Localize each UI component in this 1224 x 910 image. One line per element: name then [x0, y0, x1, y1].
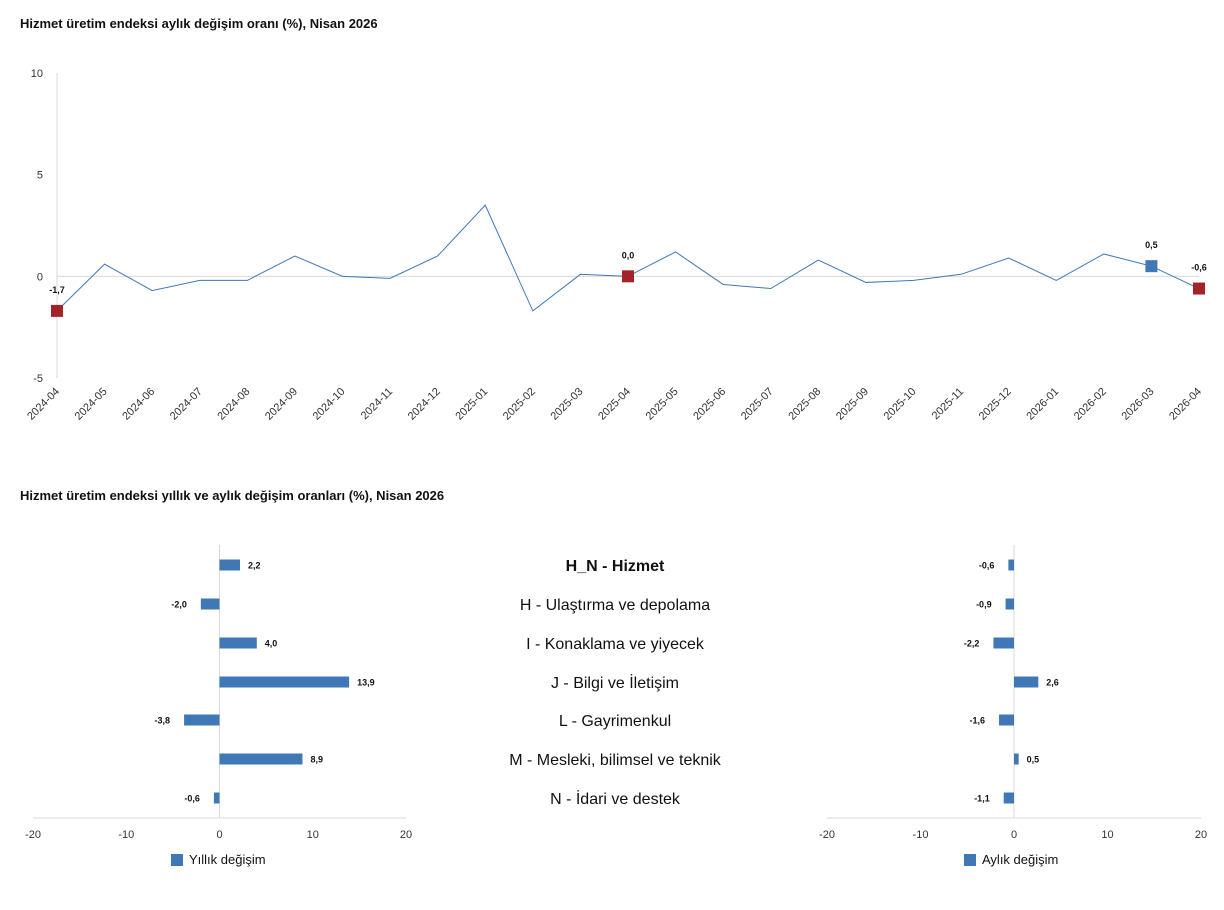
- yearly-data-label: -3,8: [155, 716, 171, 726]
- line-chart-title: Hizmet üretim endeksi aylık değişim oran…: [20, 16, 378, 31]
- yearly-bar: [213, 792, 220, 804]
- line-x-tick-label: 2024-05: [73, 386, 110, 423]
- legend-yearly: Yıllık değişim: [171, 852, 266, 867]
- monthly-x-tick-label: 20: [1195, 829, 1207, 841]
- category-label: L - Gayrimenkul: [559, 713, 671, 730]
- line-x-tick-label: 2025-11: [930, 386, 966, 422]
- line-data-label: 0,5: [1145, 240, 1158, 250]
- monthly-data-label: -1,6: [970, 716, 986, 726]
- line-y-tick-label: 0: [37, 271, 43, 283]
- line-x-tick-label: 2026-01: [1024, 386, 1061, 423]
- line-marker: [51, 304, 63, 317]
- yearly-x-tick-label: 0: [216, 829, 222, 841]
- line-marker: [622, 270, 634, 283]
- line-x-tick-label: 2024-07: [168, 386, 205, 423]
- line-x-tick-label: 2025-05: [644, 386, 681, 423]
- bar-chart-title: Hizmet üretim endeksi yıllık ve aylık de…: [20, 488, 445, 503]
- line-y-tick-label: 10: [31, 68, 43, 80]
- line-data-label: 0,0: [622, 250, 635, 260]
- yearly-data-label: 4,0: [265, 639, 278, 649]
- monthly-data-label: -2,2: [964, 639, 980, 649]
- monthly-bar: [1008, 559, 1014, 571]
- line-x-tick-label: 2025-07: [739, 386, 776, 423]
- line-x-tick-label: 2026-04: [1167, 386, 1204, 423]
- category-label: H_N - Hizmet: [566, 558, 665, 575]
- line-x-tick-label: 2024-12: [406, 386, 443, 423]
- line-x-tick-label: 2024-06: [120, 386, 157, 423]
- category-label: N - İdari ve destek: [550, 789, 681, 808]
- legend-monthly-label: Aylık değişim: [982, 852, 1059, 867]
- monthly-bar: [993, 637, 1014, 649]
- line-x-tick-label: 2025-06: [691, 386, 728, 423]
- monthly-data-label: -0,6: [979, 561, 995, 571]
- line-x-tick-label: 2025-04: [596, 386, 633, 423]
- category-label: H - Ulaştırma ve depolama: [520, 597, 710, 614]
- line-x-tick-label: 2024-08: [215, 386, 252, 423]
- line-x-tick-label: 2024-10: [311, 386, 348, 423]
- monthly-data-label: -1,1: [974, 794, 990, 804]
- monthly-x-tick-label: -20: [819, 829, 835, 841]
- monthly-bar: [1005, 598, 1014, 610]
- category-label: M - Mesleki, bilimsel ve teknik: [509, 752, 722, 769]
- legend-yearly-label: Yıllık değişim: [189, 852, 266, 867]
- monthly-bar: [1014, 753, 1019, 765]
- line-x-tick-label: 2025-10: [882, 386, 919, 423]
- monthly-x-tick-label: 10: [1101, 829, 1113, 841]
- line-marker: [1193, 282, 1205, 295]
- line-x-tick-label: 2026-02: [1072, 386, 1109, 423]
- monthly-x-tick-label: -10: [913, 829, 929, 841]
- yearly-bar: [219, 676, 350, 688]
- line-data-label: -0,6: [1191, 263, 1207, 273]
- monthly-data-label: -0,9: [976, 600, 992, 610]
- line-x-tick-label: 2025-03: [549, 386, 586, 423]
- yearly-x-tick-label: 10: [307, 829, 319, 841]
- line-y-tick-label: 5: [37, 170, 43, 182]
- legend-monthly-swatch: [964, 853, 976, 866]
- yearly-bar: [219, 637, 257, 649]
- yearly-data-label: -2,0: [171, 600, 187, 610]
- legend-yearly-swatch: [171, 853, 183, 866]
- monthly-data-label: 2,6: [1046, 678, 1059, 688]
- line-x-tick-label: 2024-11: [359, 386, 395, 422]
- line-marker: [1145, 260, 1158, 273]
- monthly-data-label: 0,5: [1027, 755, 1040, 765]
- yearly-x-tick-label: -20: [25, 829, 41, 841]
- monthly-x-tick-label: 0: [1011, 829, 1017, 841]
- line-y-tick-label: -5: [33, 373, 43, 385]
- line-data-label: -1,7: [49, 285, 65, 295]
- yearly-x-tick-label: -10: [118, 829, 134, 841]
- legend-monthly: Aylık değişim: [964, 852, 1058, 867]
- line-x-tick-label: 2025-12: [977, 386, 1014, 423]
- yearly-bar: [200, 598, 220, 610]
- line-x-tick-label: 2025-08: [786, 386, 823, 423]
- line-x-tick-label: 2025-02: [501, 386, 538, 423]
- yearly-data-label: 13,9: [357, 678, 375, 688]
- line-x-tick-label: 2024-09: [263, 386, 300, 423]
- yearly-data-label: 8,9: [310, 755, 323, 765]
- yearly-bar: [219, 753, 303, 765]
- category-label: I - Konaklama ve yiyecek: [526, 636, 705, 653]
- line-x-tick-label: 2026-03: [1120, 386, 1157, 423]
- line-x-tick-label: 2025-09: [834, 386, 871, 423]
- line-x-tick-label: 2025-01: [453, 386, 490, 423]
- yearly-bar: [184, 714, 220, 726]
- monthly-bar: [1003, 792, 1014, 804]
- monthly-bar: [1014, 676, 1039, 688]
- yearly-bar: [219, 559, 241, 571]
- line-x-tick-label: 2024-04: [25, 386, 62, 423]
- yearly-x-tick-label: 20: [400, 829, 412, 841]
- category-label: J - Bilgi ve İletişim: [551, 673, 679, 692]
- yearly-data-label: 2,2: [248, 561, 261, 571]
- monthly-bar: [999, 714, 1014, 726]
- yearly-data-label: -0,6: [184, 794, 200, 804]
